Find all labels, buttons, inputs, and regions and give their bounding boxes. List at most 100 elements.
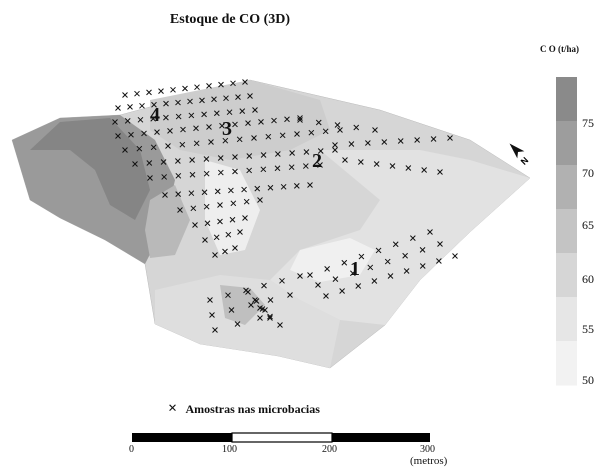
sample-marker bbox=[122, 147, 128, 153]
sample-marker bbox=[257, 315, 263, 321]
scale-label: 0 bbox=[129, 444, 134, 455]
sample-marker bbox=[392, 241, 399, 248]
zone-label-4: 4 bbox=[150, 104, 160, 126]
sample-marker bbox=[271, 117, 277, 124]
sample-marker bbox=[137, 116, 144, 123]
zone-label-3: 3 bbox=[222, 118, 232, 140]
sample-marker bbox=[115, 105, 121, 111]
sample-marker bbox=[223, 95, 229, 102]
sample-marker bbox=[414, 137, 420, 143]
sample-marker bbox=[218, 81, 224, 88]
sample-marker bbox=[265, 133, 272, 140]
sample-marker bbox=[163, 100, 169, 107]
sample-marker bbox=[234, 321, 241, 327]
sample-marker bbox=[337, 127, 343, 133]
sample-marker bbox=[190, 205, 197, 212]
sample-marker bbox=[241, 186, 247, 193]
sample-marker bbox=[217, 202, 223, 208]
sample-marker bbox=[212, 327, 218, 333]
scale-label: 200 bbox=[322, 444, 337, 455]
sample-marker bbox=[112, 119, 118, 125]
sample-marker bbox=[202, 237, 208, 243]
sample-marker bbox=[230, 80, 236, 87]
sample-marker bbox=[267, 297, 274, 303]
sample-marker bbox=[228, 187, 234, 194]
sample-marker bbox=[225, 292, 231, 299]
legend-color-step bbox=[556, 121, 577, 166]
legend-color-step bbox=[556, 253, 577, 298]
sample-marker bbox=[189, 171, 196, 178]
sample-marker bbox=[257, 197, 263, 203]
sample-marker bbox=[317, 162, 323, 168]
sample-marker bbox=[324, 266, 330, 272]
sample-marker bbox=[132, 161, 138, 167]
sample-marker bbox=[367, 264, 374, 271]
sample-symbol-icon: × bbox=[168, 400, 178, 417]
sample-marker bbox=[232, 121, 238, 128]
sample-marker bbox=[175, 158, 181, 164]
sample-marker bbox=[175, 99, 181, 106]
surface-region-dip bbox=[220, 285, 265, 325]
sample-marker bbox=[179, 141, 186, 148]
legend-tick-label: 70 bbox=[582, 166, 594, 180]
sample-marker bbox=[189, 157, 195, 163]
sample-marker bbox=[245, 120, 251, 126]
sample-marker bbox=[267, 315, 273, 321]
samples-legend: × Amostras nas microbacias bbox=[168, 400, 320, 418]
sample-marker bbox=[146, 89, 152, 96]
north-arrow-icon: N bbox=[509, 143, 531, 167]
legend-color-step bbox=[556, 77, 577, 122]
sample-marker bbox=[437, 169, 443, 175]
sample-marker bbox=[222, 137, 229, 144]
sample-marker bbox=[194, 84, 200, 91]
sample-marker bbox=[261, 282, 267, 289]
sample-marker bbox=[437, 241, 443, 247]
sample-marker bbox=[419, 263, 426, 269]
sample-marker bbox=[170, 86, 176, 93]
sample-marker bbox=[381, 139, 388, 145]
sample-marker bbox=[203, 203, 210, 210]
legend-tick-label: 50 bbox=[582, 373, 594, 387]
svg-text:N: N bbox=[519, 155, 531, 167]
zone-label-2: 2 bbox=[312, 150, 322, 172]
sample-marker bbox=[187, 98, 193, 105]
sample-marker bbox=[177, 207, 183, 213]
sample-marker bbox=[213, 234, 220, 241]
sample-marker bbox=[251, 135, 257, 141]
sample-marker bbox=[275, 151, 281, 157]
sample-marker bbox=[167, 128, 173, 134]
sample-marker bbox=[203, 170, 210, 177]
sample-marker bbox=[419, 247, 426, 253]
legend-color-step bbox=[556, 341, 577, 386]
sample-marker bbox=[294, 131, 300, 137]
legend-tick-label: 75 bbox=[582, 116, 594, 130]
sample-marker bbox=[373, 161, 380, 167]
sample-marker bbox=[139, 102, 145, 109]
zone-label-1: 1 bbox=[350, 258, 360, 280]
sample-marker bbox=[387, 273, 394, 279]
sample-marker bbox=[267, 184, 274, 191]
sample-marker bbox=[323, 293, 329, 299]
sample-marker bbox=[242, 215, 248, 221]
sample-marker bbox=[297, 115, 303, 121]
sample-marker bbox=[436, 258, 442, 264]
sample-marker bbox=[207, 297, 213, 303]
sample-marker bbox=[151, 101, 157, 108]
sample-marker bbox=[128, 131, 134, 138]
sample-marker bbox=[353, 124, 360, 131]
sample-marker bbox=[229, 216, 236, 223]
sample-marker bbox=[447, 135, 453, 141]
sample-marker bbox=[280, 183, 287, 190]
sample-marker bbox=[201, 189, 208, 196]
sample-marker bbox=[342, 157, 348, 163]
sample-marker bbox=[260, 152, 267, 158]
sample-marker bbox=[214, 188, 221, 195]
sample-marker bbox=[297, 273, 303, 279]
legend-tick-label: 55 bbox=[582, 322, 594, 336]
sample-marker bbox=[232, 168, 238, 175]
scale-bar bbox=[132, 432, 430, 443]
sample-marker bbox=[162, 192, 168, 198]
sample-marker bbox=[277, 322, 283, 328]
legend-color-step bbox=[556, 209, 577, 254]
sample-marker bbox=[134, 90, 140, 97]
